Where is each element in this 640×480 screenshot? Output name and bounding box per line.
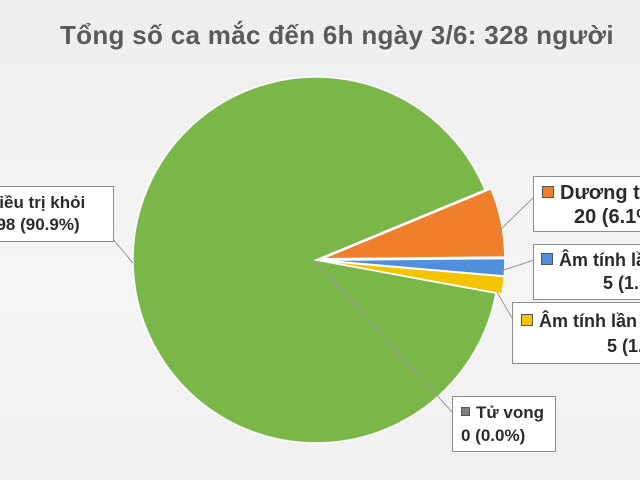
callout-negative1: Âm tính lần 1 5 (1.5%) — [533, 244, 640, 300]
pie-slice-1 — [321, 187, 506, 260]
negative2-swatch — [521, 314, 533, 327]
callout-negative2-value: 5 (1.5%) — [607, 336, 640, 356]
leader-line-0 — [111, 237, 134, 264]
negative1-swatch — [541, 253, 553, 266]
callout-positive: Dương tính 20 (6.1%) — [533, 176, 640, 232]
callout-positive-value: 20 (6.1%) — [574, 206, 640, 228]
pie-slice-0 — [132, 76, 497, 444]
callout-negative2-label: Âm tính lần 2 — [539, 311, 640, 331]
pie-slices — [132, 76, 506, 444]
callout-negative1-value: 5 (1.5%) — [603, 273, 640, 293]
callout-recovered-value: 298 (90.9%) — [0, 215, 80, 234]
callout-death-value: 0 (0.0%) — [461, 426, 526, 445]
callout-positive-label: Dương tính — [560, 182, 640, 204]
chart-title: Tổng số ca mắc đến 6h ngày 3/6: 328 ngườ… — [60, 20, 614, 50]
callout-death-label: Tử vong — [476, 403, 545, 422]
callout-death: Tử vong 0 (0.0%) — [452, 396, 556, 452]
leader-lines — [111, 197, 535, 413]
leader-line-1 — [495, 197, 534, 235]
leader-line-2 — [500, 259, 535, 272]
callout-negative2: Âm tính lần 2 5 (1.5%) — [512, 302, 640, 364]
callout-recovered-label: Điều trị khỏi — [0, 193, 86, 212]
positive-swatch — [542, 185, 554, 198]
callout-recovered: Điều trị khỏi 298 (90.9%) — [0, 186, 114, 242]
death-swatch — [461, 407, 470, 417]
leader-line-3 — [496, 291, 513, 319]
leader-line-4 — [315, 261, 453, 413]
callout-negative1-label: Âm tính lần 1 — [559, 250, 640, 270]
